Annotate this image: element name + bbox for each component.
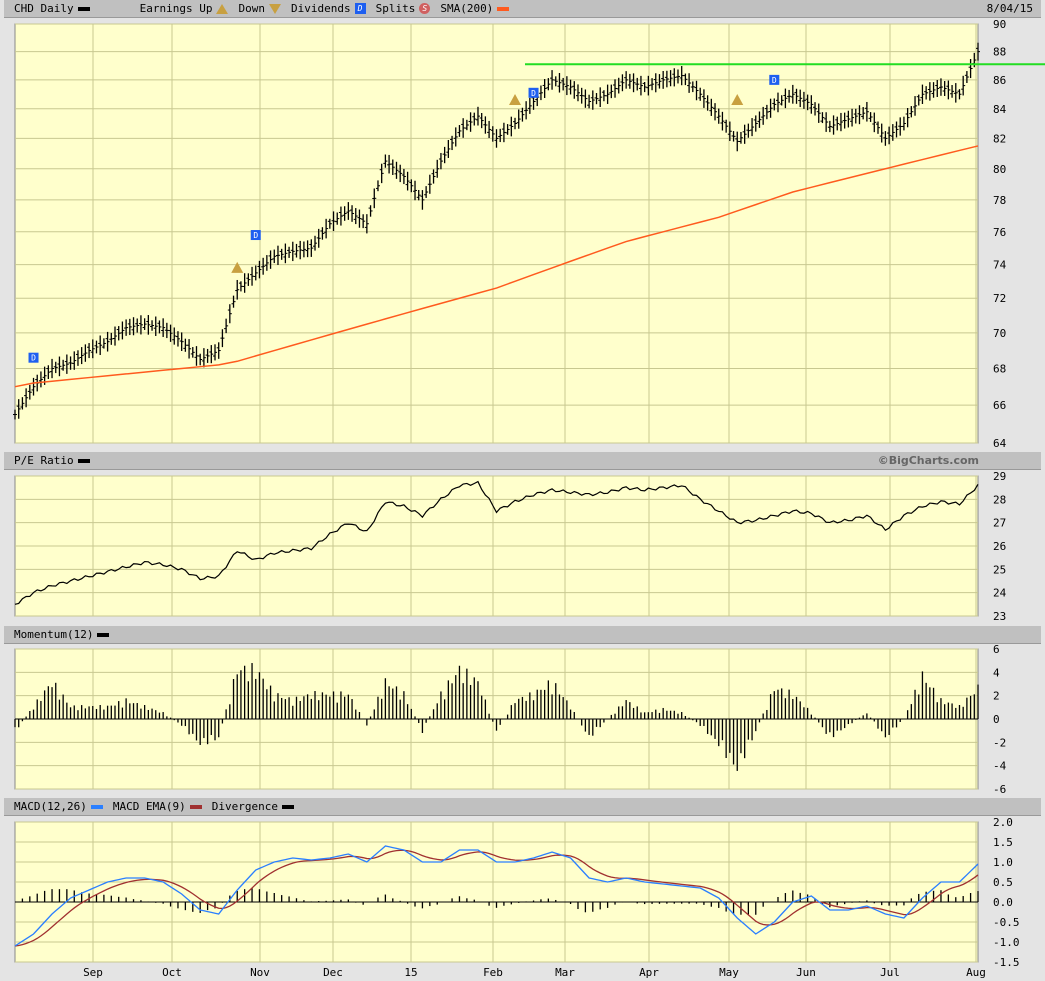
price-panel-header: CHD Daily Earnings Up Down Dividends D Sp… bbox=[4, 0, 1041, 18]
price-y-tick-label: 66 bbox=[993, 399, 1006, 412]
dividend-marker bbox=[28, 352, 39, 363]
price-y-tick-label: 78 bbox=[993, 194, 1006, 207]
momentum-panel-header: Momentum(12) bbox=[4, 626, 1041, 644]
momentum-y-tick-label: -6 bbox=[993, 783, 1006, 796]
macd-line bbox=[14, 845, 979, 947]
momentum-y-tick-label: -4 bbox=[993, 760, 1007, 773]
macd-swatch bbox=[90, 804, 103, 809]
split-icon: S bbox=[419, 3, 431, 14]
pe-panel-header: P/E Ratio ©BigCharts.com bbox=[4, 452, 1041, 470]
price-y-tick-label: 82 bbox=[993, 132, 1006, 145]
macd-panel-header: MACD(12,26) MACD EMA(9) Divergence bbox=[4, 798, 1041, 816]
momentum-y-tick-label: 0 bbox=[993, 713, 1000, 726]
pe-y-tick-label: 24 bbox=[993, 587, 1007, 600]
price-y-tick-label: 76 bbox=[993, 226, 1006, 239]
pe-y-tick-label: 23 bbox=[993, 610, 1006, 623]
earnings-down-legend: Down bbox=[238, 2, 265, 15]
macd-y-tick-label: 1.5 bbox=[993, 836, 1013, 849]
price-y-tick-label: 80 bbox=[993, 163, 1006, 176]
x-tick-label: Nov bbox=[250, 966, 270, 979]
dividend-marker bbox=[528, 87, 539, 98]
macd-y-tick-label: 0.5 bbox=[993, 876, 1013, 889]
earnings-down-icon bbox=[268, 3, 281, 14]
price-y-tick-label: 86 bbox=[993, 74, 1006, 87]
dividend-marker bbox=[769, 74, 780, 85]
x-tick-label: Aug bbox=[966, 966, 986, 979]
dividend-marker-glyph: D bbox=[253, 231, 258, 240]
price-y-tick-label: 64 bbox=[993, 437, 1007, 450]
x-tick-label: May bbox=[719, 966, 739, 979]
ema-label: MACD EMA(9) bbox=[112, 800, 186, 813]
dividend-marker-glyph: D bbox=[31, 354, 36, 363]
earnings-legend: Earnings Up bbox=[139, 2, 213, 15]
price-y-tick-label: 70 bbox=[993, 327, 1006, 340]
price-y-tick-label: 88 bbox=[993, 46, 1006, 59]
sma200-line bbox=[14, 145, 979, 388]
pe-label: P/E Ratio bbox=[14, 454, 74, 467]
pe-y-tick-label: 26 bbox=[993, 540, 1006, 553]
earnings-up-marker bbox=[231, 261, 244, 273]
macd-y-tick-label: -1.5 bbox=[993, 956, 1020, 969]
pe-y-tick-label: 29 bbox=[993, 470, 1006, 483]
x-tick-label: Apr bbox=[639, 966, 659, 979]
dividend-marker-glyph: D bbox=[772, 76, 777, 85]
macd-label: MACD(12,26) bbox=[14, 800, 87, 813]
macd-y-tick-label: 2.0 bbox=[993, 816, 1013, 829]
macd-y-tick-label: -1.0 bbox=[993, 936, 1020, 949]
earnings-up-marker bbox=[731, 94, 744, 106]
x-tick-label: Jun bbox=[796, 966, 816, 979]
price-y-tick-label: 84 bbox=[993, 103, 1007, 116]
dividend-icon: D bbox=[354, 3, 366, 14]
price-background bbox=[14, 23, 979, 444]
symbol-label: CHD Daily bbox=[14, 2, 74, 15]
dividend-marker bbox=[250, 230, 261, 241]
macd-background bbox=[14, 821, 979, 963]
x-tick-label: Oct bbox=[162, 966, 182, 979]
x-tick-label: 15 bbox=[404, 966, 417, 979]
dividend-marker-glyph: D bbox=[531, 89, 536, 98]
dividends-legend: Dividends bbox=[290, 2, 351, 15]
sma-swatch bbox=[497, 6, 510, 11]
pe-y-tick-label: 25 bbox=[993, 563, 1006, 576]
x-tick-label: Dec bbox=[323, 966, 343, 979]
pe-line bbox=[14, 480, 979, 605]
earnings-up-marker bbox=[509, 94, 522, 106]
divergence-label: Divergence bbox=[211, 800, 278, 813]
price-y-tick-label: 72 bbox=[993, 292, 1006, 305]
macd-y-tick-label: -0.5 bbox=[993, 916, 1020, 929]
splits-legend: Splits bbox=[375, 2, 416, 15]
price-y-tick-label: 90 bbox=[993, 18, 1006, 31]
momentum-y-tick-label: 6 bbox=[993, 643, 1000, 656]
pe-y-tick-label: 27 bbox=[993, 517, 1006, 530]
price-y-tick-label: 74 bbox=[993, 259, 1007, 272]
copyright: ©BigCharts.com bbox=[877, 454, 979, 467]
x-tick-label: Feb bbox=[483, 966, 503, 979]
macd-y-tick-label: 1.0 bbox=[993, 856, 1013, 869]
divergence-swatch bbox=[281, 804, 294, 809]
momentum-swatch bbox=[97, 632, 110, 637]
x-tick-label: Jul bbox=[880, 966, 900, 979]
pe-y-tick-label: 28 bbox=[993, 493, 1006, 506]
momentum-label: Momentum(12) bbox=[14, 628, 94, 641]
momentum-y-tick-label: 4 bbox=[993, 666, 1000, 679]
chart-date: 8/04/15 bbox=[986, 2, 1033, 15]
sma-legend: SMA(200) bbox=[440, 2, 494, 15]
macd-y-tick-label: 0.0 bbox=[993, 896, 1013, 909]
x-tick-label: Sep bbox=[83, 966, 103, 979]
price-y-tick-label: 68 bbox=[993, 362, 1006, 375]
momentum-y-tick-label: -2 bbox=[993, 736, 1006, 749]
ema-swatch bbox=[189, 804, 202, 809]
momentum-y-tick-label: 2 bbox=[993, 690, 1000, 703]
x-tick-label: Mar bbox=[555, 966, 575, 979]
price-swatch bbox=[77, 6, 90, 11]
pe-swatch bbox=[77, 458, 90, 463]
earnings-up-icon bbox=[216, 3, 229, 14]
macd-ema-line bbox=[14, 849, 979, 947]
